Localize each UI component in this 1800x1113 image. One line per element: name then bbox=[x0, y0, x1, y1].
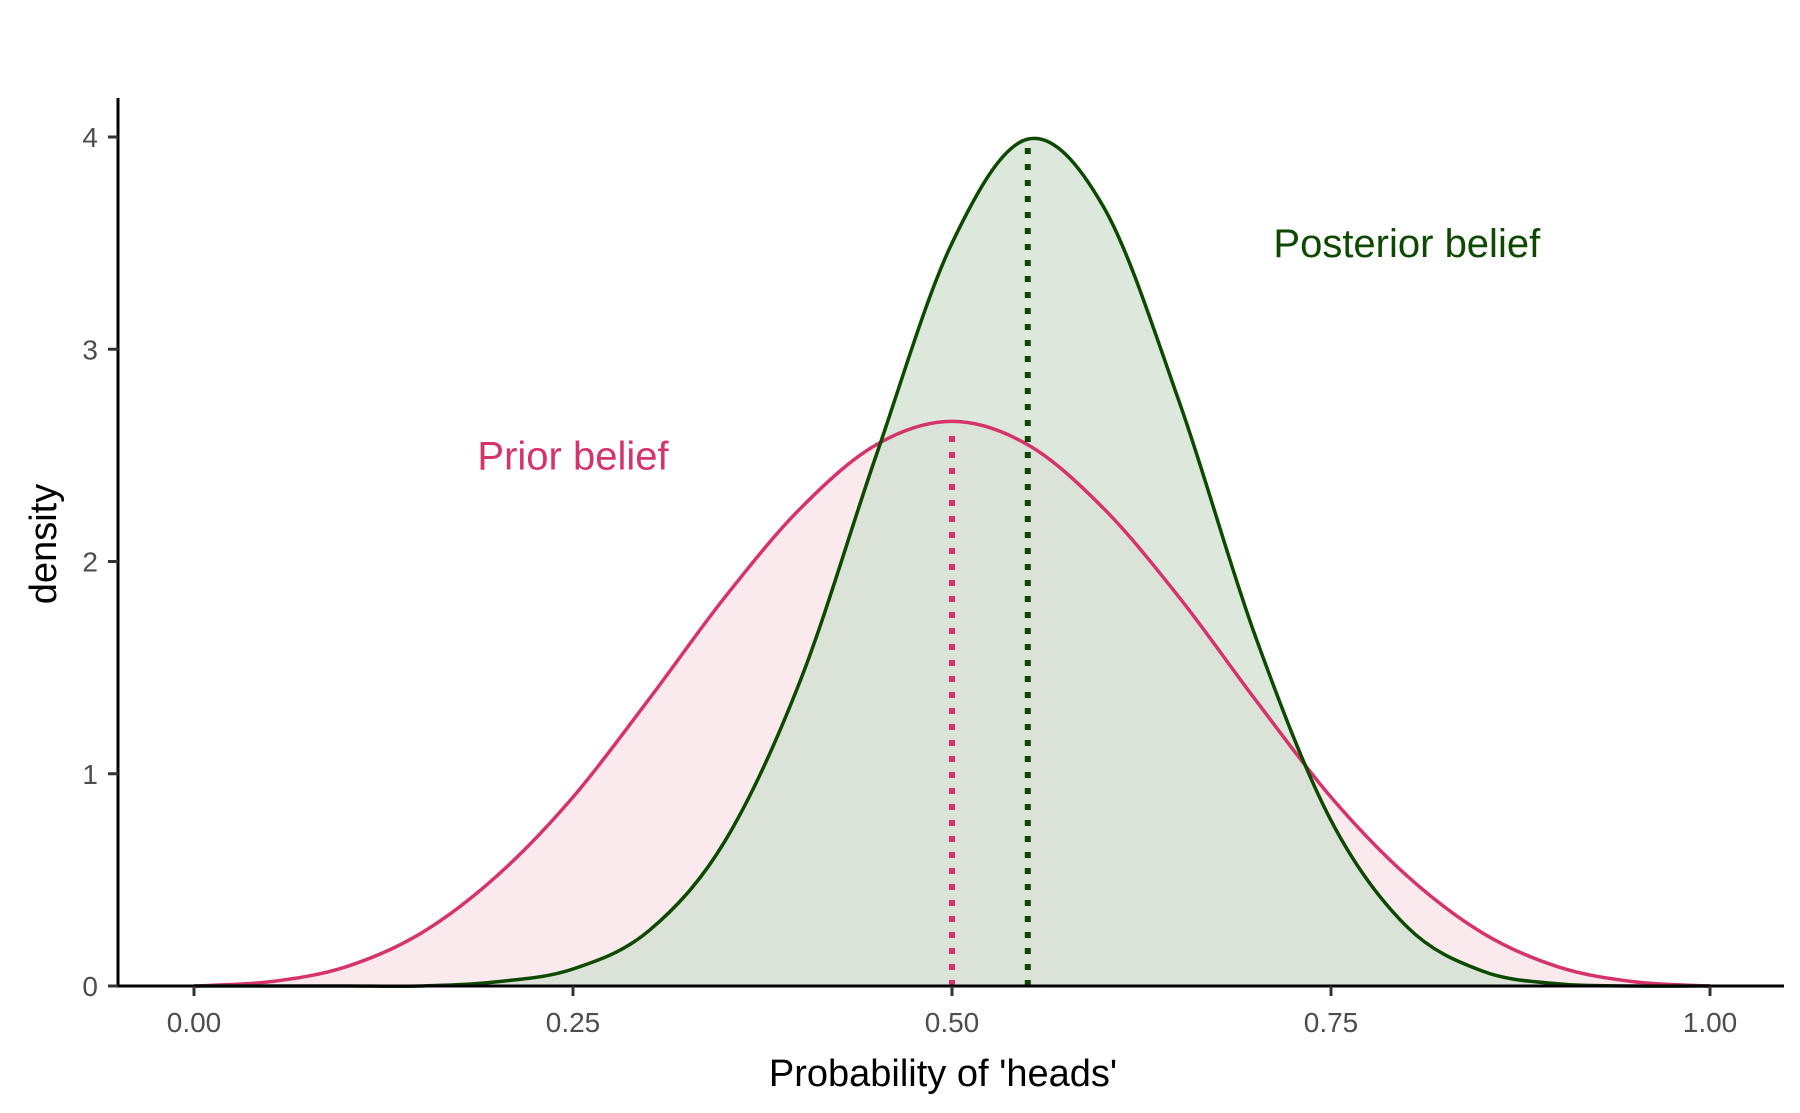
x-tick-label: 1.00 bbox=[1683, 1007, 1738, 1038]
prior-belief-annotation: Prior belief bbox=[477, 434, 669, 478]
y-axis-title: density bbox=[23, 484, 65, 604]
x-tick-label: 0.00 bbox=[167, 1007, 222, 1038]
x-tick-label: 0.75 bbox=[1304, 1007, 1359, 1038]
y-axis-ticks: 0 1 2 3 4 bbox=[82, 122, 118, 1002]
density-areas bbox=[194, 138, 1710, 987]
posterior-density-area bbox=[194, 138, 1710, 987]
x-tick-label: 0.25 bbox=[546, 1007, 601, 1038]
prior-density-line bbox=[193, 419, 1711, 988]
axes: 0.00 0.25 0.50 0.75 1.00 0 1 2 3 4 bbox=[82, 98, 1784, 1038]
posterior-density-line bbox=[193, 136, 1711, 989]
x-axis-title: Probability of 'heads' bbox=[769, 1053, 1117, 1095]
y-tick-label: 0 bbox=[82, 971, 98, 1002]
posterior-belief-annotation: Posterior belief bbox=[1273, 222, 1541, 266]
mean-markers bbox=[949, 147, 1031, 986]
x-tick-label: 0.50 bbox=[925, 1007, 980, 1038]
density-lines bbox=[193, 136, 1711, 989]
y-tick-label: 2 bbox=[82, 547, 98, 578]
y-tick-label: 3 bbox=[82, 334, 98, 365]
y-tick-label: 4 bbox=[82, 122, 98, 153]
y-tick-label: 1 bbox=[82, 759, 98, 790]
x-axis-ticks: 0.00 0.25 0.50 0.75 1.00 bbox=[167, 986, 1738, 1038]
